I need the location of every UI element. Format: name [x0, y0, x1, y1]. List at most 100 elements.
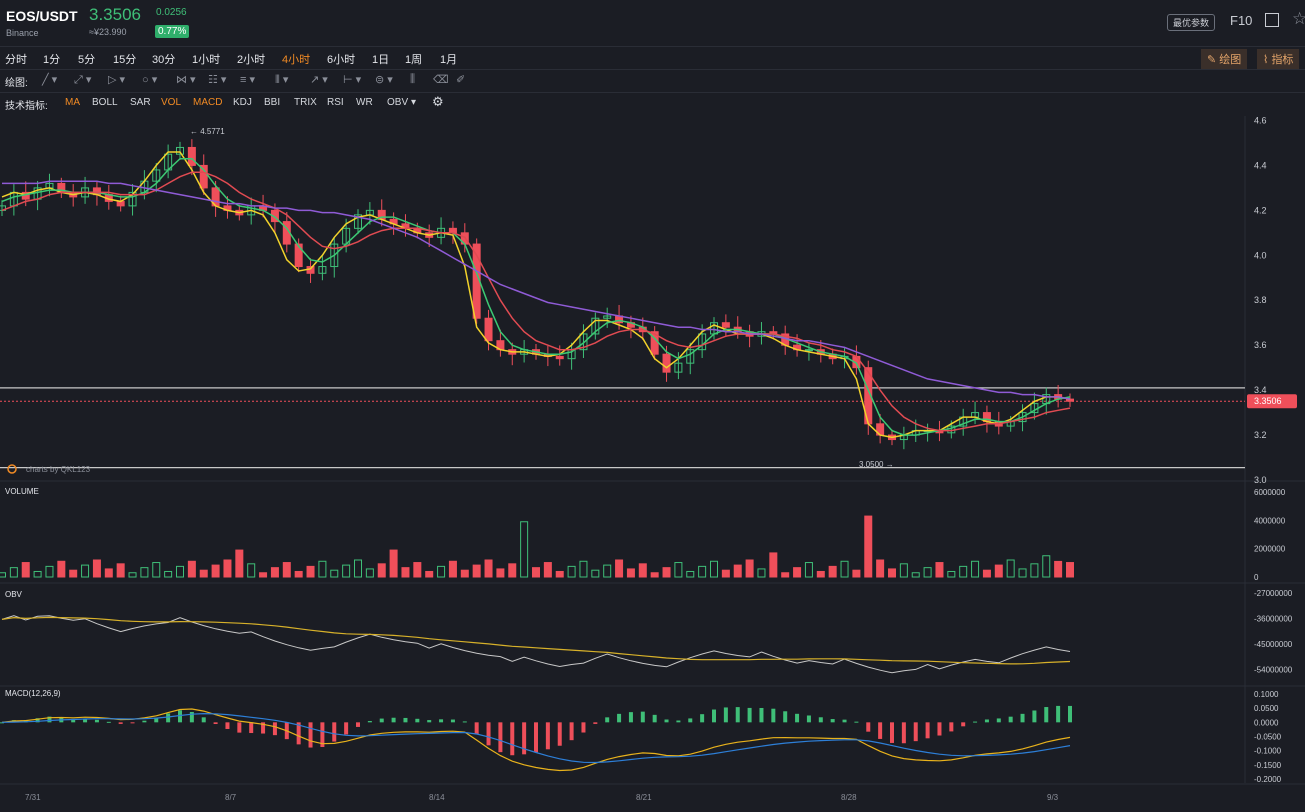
volume-bar: [365, 568, 374, 578]
f10-button[interactable]: F10: [1230, 13, 1253, 28]
indicator-rsi[interactable]: RSI: [327, 97, 344, 108]
indicator-kdj[interactable]: KDJ: [233, 97, 252, 108]
indicator-trix[interactable]: TRIX: [294, 97, 317, 108]
price-axis-tick-label: 3.0: [1254, 475, 1267, 485]
indicators-label: 技术指标:: [5, 101, 48, 112]
gann-tool-icon[interactable]: ☷ ▾: [208, 74, 227, 86]
indicator-macd[interactable]: MACD: [193, 97, 223, 108]
best-params-button[interactable]: 最优参数: [1167, 14, 1216, 31]
period-1w[interactable]: 1周: [405, 54, 423, 66]
arrow-tool-icon[interactable]: ↗ ▾: [310, 74, 328, 86]
line-tool-icon[interactable]: ╱ ▾: [42, 74, 58, 86]
candle-body: [579, 333, 588, 351]
low-price-label: 3.0500 →: [859, 460, 894, 469]
indicator-obv[interactable]: OBV: [387, 97, 409, 108]
volume-bar: [152, 562, 161, 578]
volume-bar: [603, 564, 612, 578]
volume-bar: [1018, 568, 1027, 578]
macd-histogram-bar: [925, 722, 930, 739]
volume-bar: [306, 565, 315, 578]
macd-histogram-bar: [830, 719, 835, 723]
macd-histogram-bar: [866, 722, 871, 732]
obv-dropdown-icon[interactable]: ▾: [411, 97, 417, 108]
volume-bar: [282, 562, 291, 578]
exchange-name: Binance: [6, 28, 39, 38]
period-4h[interactable]: 4小时: [282, 54, 311, 66]
period-1mo[interactable]: 1月: [440, 54, 458, 66]
period-timeshare[interactable]: 分时: [5, 54, 27, 66]
macd-histogram-bar: [367, 721, 372, 723]
note-tool-icon[interactable]: ⊜ ▾: [375, 74, 393, 86]
macd-histogram-bar: [142, 720, 147, 723]
volume-bar: [401, 567, 410, 578]
macd-histogram-bar: [688, 718, 693, 723]
indicator-sar[interactable]: SAR: [130, 97, 151, 108]
macd-histogram-bar: [901, 722, 906, 744]
period-5m[interactable]: 5分: [78, 54, 96, 66]
ray-tool-icon[interactable]: ⤢ ▾: [74, 74, 92, 86]
macd-histogram-bar: [237, 722, 242, 733]
indicator-button[interactable]: ⌇ 指标: [1257, 49, 1300, 69]
volume-bar: [223, 559, 232, 578]
fib-tool-icon[interactable]: ⋈ ▾: [176, 74, 196, 86]
period-1m[interactable]: 1分: [43, 54, 61, 66]
period-1h[interactable]: 1小时: [192, 54, 221, 66]
last-price-badge-label: 3.3506: [1254, 396, 1282, 406]
draw-button[interactable]: ✎ 绘图: [1201, 49, 1248, 69]
candle-body: [318, 266, 327, 274]
candle-body: [128, 191, 137, 207]
macd-histogram-bar: [272, 722, 277, 736]
vertical-tool-icon[interactable]: ⦀ ▾: [275, 74, 289, 86]
macd-histogram-bar: [652, 714, 657, 723]
volume-title: VOLUME: [5, 487, 39, 496]
candle-body: [1018, 412, 1027, 423]
volume-bar: [816, 570, 825, 578]
macd-histogram-bar: [308, 722, 313, 748]
fullscreen-icon[interactable]: [1265, 13, 1279, 27]
volume-bar: [1030, 563, 1039, 578]
macd-histogram-bar: [534, 722, 538, 753]
candle-body: [176, 146, 184, 155]
macd-histogram-bar: [225, 722, 230, 729]
moving-average-line: [1, 171, 1071, 432]
star-icon[interactable]: ☆: [1292, 9, 1305, 28]
range-tool-icon[interactable]: ⊢ ▾: [343, 74, 362, 86]
macd-histogram-bar: [1068, 705, 1072, 723]
brush-icon[interactable]: ✐: [456, 74, 466, 86]
macd-histogram-bar: [320, 722, 325, 747]
period-6h[interactable]: 6小时: [327, 54, 356, 66]
period-2h[interactable]: 2小时: [237, 54, 266, 66]
shape-tool-icon[interactable]: ○ ▾: [142, 74, 158, 86]
macd-histogram-bar: [1032, 710, 1037, 723]
volume-bar: [876, 559, 885, 578]
indicator-ma[interactable]: MA: [65, 97, 80, 108]
indicator-bbi[interactable]: BBI: [264, 97, 281, 108]
channel-tool-icon[interactable]: ▷ ▾: [108, 74, 126, 86]
macd-histogram-bar: [818, 717, 823, 723]
macd-axis-tick-label: 0.1000: [1254, 690, 1279, 699]
volume-bar: [1006, 559, 1015, 578]
macd-histogram-bar: [0, 722, 4, 724]
obv-axis-tick-label: -36000000: [1254, 615, 1293, 624]
macd-histogram-bar: [783, 711, 788, 723]
macd-axis-tick-label: 0.0500: [1254, 704, 1279, 713]
volume-bar: [389, 549, 398, 578]
settings-gear-icon[interactable]: ⚙: [432, 94, 444, 109]
volume-bar: [923, 567, 932, 578]
level-tool-icon[interactable]: ≡ ▾: [240, 74, 255, 86]
volume-bar: [520, 521, 529, 578]
indicator-vol[interactable]: VOL: [161, 97, 182, 108]
macd-histogram-bar: [178, 710, 182, 723]
volume-bar: [330, 569, 339, 578]
period-1d[interactable]: 1日: [372, 54, 390, 66]
volume-bar: [496, 568, 505, 578]
period-30m[interactable]: 30分: [152, 54, 176, 66]
trash-icon[interactable]: ⌫: [433, 74, 449, 86]
indicator-wr[interactable]: WR: [356, 97, 373, 108]
bars-tool-icon[interactable]: ⫼: [410, 73, 416, 85]
volume-bar: [425, 570, 434, 578]
period-15m[interactable]: 15分: [113, 54, 137, 66]
indicator-boll[interactable]: BOLL: [92, 97, 118, 108]
macd-histogram-bar: [581, 722, 586, 733]
